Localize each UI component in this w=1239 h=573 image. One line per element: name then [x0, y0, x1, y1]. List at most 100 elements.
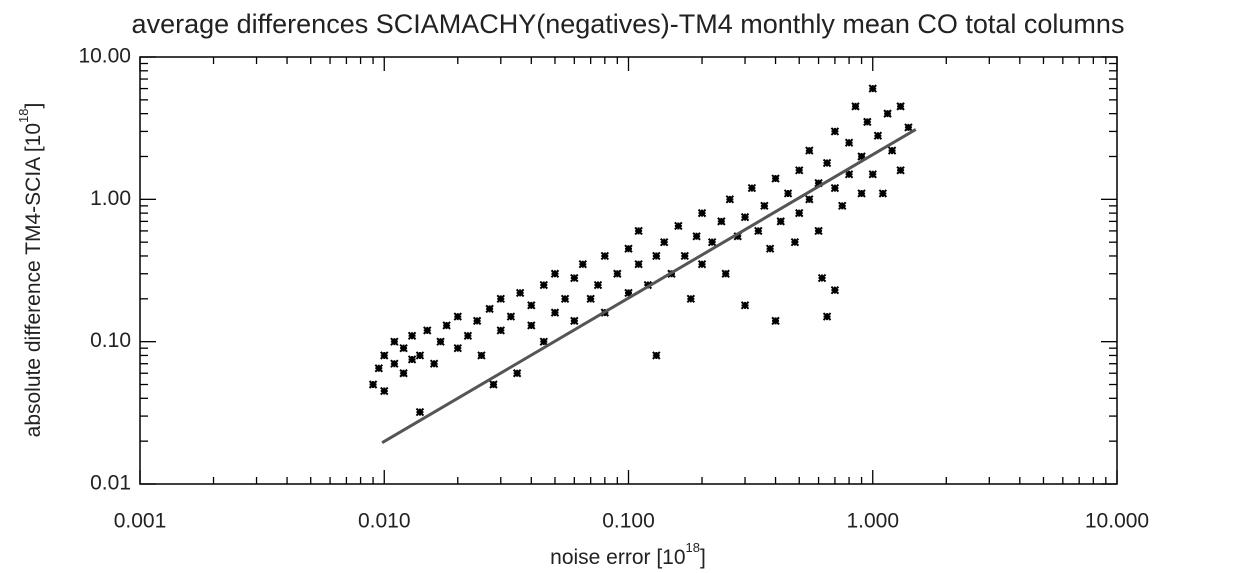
point: [527, 321, 536, 330]
point: [830, 127, 840, 136]
point: [570, 316, 579, 326]
point: [805, 195, 814, 204]
point: [489, 380, 498, 389]
point: [776, 217, 785, 226]
point: [485, 304, 494, 314]
point: [692, 232, 701, 241]
point: [814, 226, 823, 236]
y-axis-label-sup: 18: [16, 108, 31, 122]
point: [368, 380, 378, 389]
point: [506, 312, 516, 321]
point: [795, 166, 804, 175]
point: [560, 294, 570, 304]
point: [765, 244, 775, 253]
point: [844, 138, 854, 147]
y-tick-label: 0.01: [90, 472, 131, 495]
y-tick-label: 0.10: [90, 329, 131, 352]
point: [453, 343, 462, 353]
point: [747, 183, 757, 193]
point: [374, 364, 384, 373]
point: [539, 280, 549, 290]
point: [887, 146, 897, 155]
point: [586, 294, 595, 304]
point: [515, 288, 525, 298]
point: [634, 226, 643, 236]
point: [415, 351, 425, 360]
point: [707, 237, 717, 247]
point: [578, 260, 588, 269]
point: [512, 369, 522, 378]
x-tick-label: 0.100: [602, 510, 655, 533]
y-axis-label: absolute difference TM4-SCIA [1018]: [16, 103, 44, 438]
point: [857, 189, 866, 198]
point: [429, 359, 439, 368]
y-tick-label: 10.00: [78, 45, 131, 68]
point: [868, 84, 877, 93]
point: [550, 269, 560, 278]
point: [817, 273, 827, 283]
point: [868, 170, 877, 179]
point: [686, 294, 696, 304]
point: [754, 226, 763, 236]
point: [407, 355, 417, 364]
point: [697, 208, 707, 218]
point: [496, 294, 505, 304]
point: [380, 386, 389, 396]
point: [390, 359, 399, 368]
plot-frame: [139, 56, 1118, 485]
x-tick-label: 0.001: [114, 510, 167, 533]
point: [805, 146, 814, 155]
point: [760, 201, 769, 211]
point: [613, 269, 622, 278]
point: [674, 221, 683, 231]
point: [634, 260, 643, 269]
point: [463, 331, 473, 340]
point: [873, 131, 883, 140]
y-axis-label-end: ]: [22, 103, 45, 109]
point: [652, 351, 661, 360]
x-tick-label: 1.000: [846, 510, 899, 533]
point: [814, 178, 823, 188]
point: [550, 308, 560, 317]
point: [593, 280, 603, 290]
point: [496, 326, 505, 335]
point: [844, 170, 854, 179]
x-axis-label-end: ]: [700, 546, 706, 569]
point: [740, 212, 750, 222]
point: [624, 288, 633, 298]
point: [442, 321, 451, 330]
point: [830, 285, 840, 295]
point: [399, 343, 408, 353]
point: [407, 331, 417, 340]
point: [600, 251, 610, 261]
point: [659, 237, 669, 247]
y-tick-label: 1.00: [90, 187, 131, 210]
point: [652, 251, 661, 261]
point: [733, 232, 742, 241]
point: [453, 312, 462, 321]
point: [570, 273, 579, 283]
point: [857, 152, 866, 161]
fit-line: [381, 128, 917, 445]
point: [863, 117, 872, 127]
x-axis-label: noise error [1018]: [550, 540, 706, 568]
point: [717, 217, 726, 226]
point: [904, 123, 913, 132]
point: [477, 351, 486, 360]
point: [725, 195, 735, 204]
point: [822, 158, 832, 168]
point: [838, 201, 847, 211]
point: [771, 174, 780, 183]
x-tick-label: 0.010: [358, 510, 411, 533]
point: [795, 208, 804, 218]
x-axis-label-sup: 18: [686, 540, 700, 555]
point: [624, 244, 633, 253]
point: [740, 301, 750, 310]
point: [399, 369, 408, 378]
point: [527, 301, 536, 310]
point: [721, 269, 730, 278]
point: [822, 312, 832, 321]
point: [380, 351, 389, 360]
